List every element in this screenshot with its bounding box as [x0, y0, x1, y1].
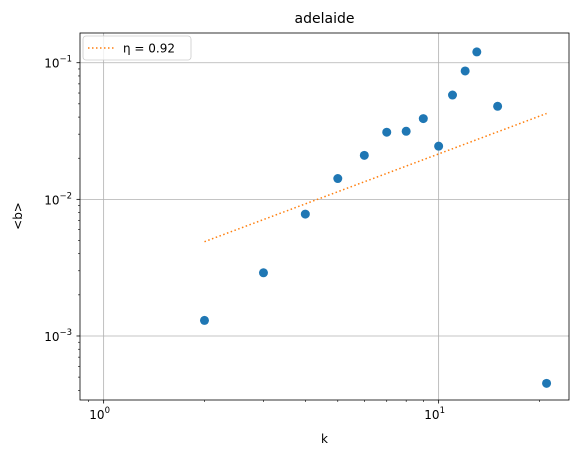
- y-tick-label: 10−3: [44, 328, 72, 344]
- legend-box: [82, 35, 192, 61]
- x-tick-label: 100: [89, 406, 110, 422]
- data-point: [382, 127, 392, 137]
- data-point: [447, 90, 457, 100]
- y-tick-label: 10−1: [44, 55, 72, 71]
- data-point: [460, 66, 470, 76]
- data-point: [542, 378, 552, 388]
- data-point: [333, 174, 343, 184]
- grid: [80, 33, 569, 400]
- data-point: [401, 126, 411, 136]
- plot-area: [79, 32, 570, 401]
- data-point: [472, 47, 482, 57]
- axis-ticks: 100 101 10−3 10−2 10−1: [44, 55, 540, 422]
- data-point: [199, 315, 209, 325]
- legend: η = 0.92: [82, 35, 192, 61]
- data-point: [300, 209, 310, 219]
- x-axis-label: k: [321, 432, 328, 446]
- fit-line: [204, 112, 547, 243]
- y-tick-label: 10−2: [44, 191, 72, 207]
- x-tick-label: 101: [424, 406, 445, 422]
- data-point: [258, 268, 268, 278]
- y-axis-label: <b>: [11, 202, 25, 230]
- data-point: [493, 101, 503, 111]
- data-point: [359, 150, 369, 160]
- legend-label: η = 0.92: [123, 42, 175, 56]
- series-layer: [199, 47, 552, 388]
- chart-title: adelaide: [295, 11, 355, 27]
- data-point: [418, 114, 428, 124]
- data-point: [434, 141, 444, 151]
